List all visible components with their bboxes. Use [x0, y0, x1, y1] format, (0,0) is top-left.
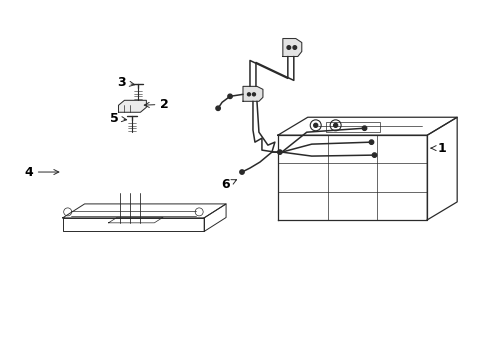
Circle shape: [292, 46, 296, 49]
Circle shape: [371, 153, 376, 157]
Text: 1: 1: [430, 141, 445, 155]
Text: 4: 4: [24, 166, 59, 179]
Circle shape: [277, 150, 282, 154]
Circle shape: [247, 93, 250, 96]
Bar: [325, 122, 380, 132]
Polygon shape: [118, 100, 146, 112]
Circle shape: [368, 140, 373, 144]
Polygon shape: [243, 86, 263, 101]
Circle shape: [252, 93, 255, 96]
Circle shape: [239, 170, 244, 174]
Circle shape: [286, 46, 290, 49]
Circle shape: [216, 106, 220, 111]
Polygon shape: [282, 39, 301, 57]
Circle shape: [362, 126, 366, 130]
Text: 3: 3: [117, 76, 134, 89]
Text: 5: 5: [109, 112, 126, 125]
Text: 6: 6: [221, 179, 236, 192]
Text: 2: 2: [144, 98, 169, 111]
Circle shape: [227, 94, 232, 99]
Circle shape: [313, 123, 317, 127]
Circle shape: [333, 123, 337, 127]
